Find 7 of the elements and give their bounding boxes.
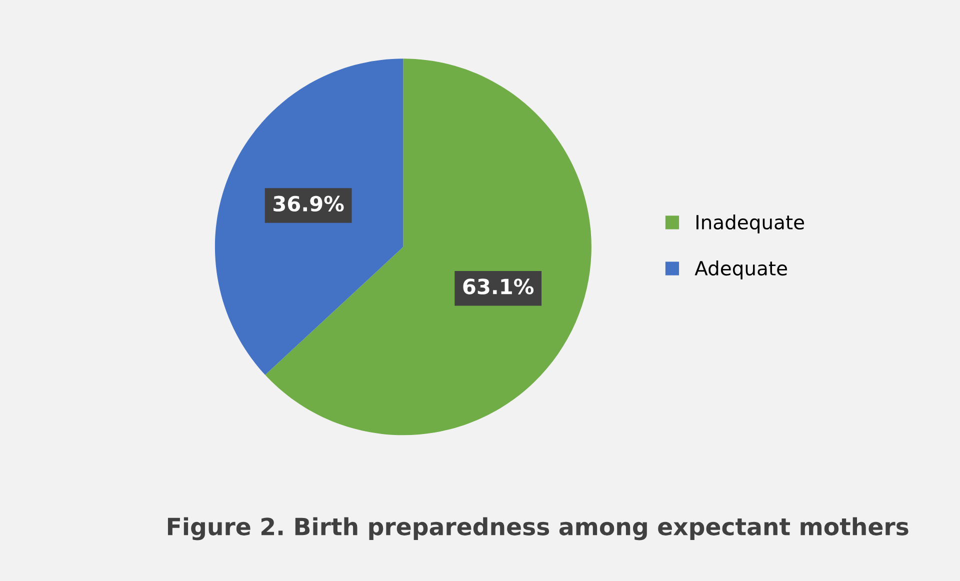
- legend-label: Adequate: [694, 260, 787, 280]
- legend-label: Inadequate: [696, 214, 804, 234]
- text: Figure 2. Birth preparedness among expectant mothers: [168, 517, 908, 540]
- data-label: 36.9%: [274, 196, 344, 212]
- data-label: 63.1%: [463, 278, 534, 294]
- pie-slice: [215, 58, 404, 375]
- pie-slice: [265, 58, 592, 436]
